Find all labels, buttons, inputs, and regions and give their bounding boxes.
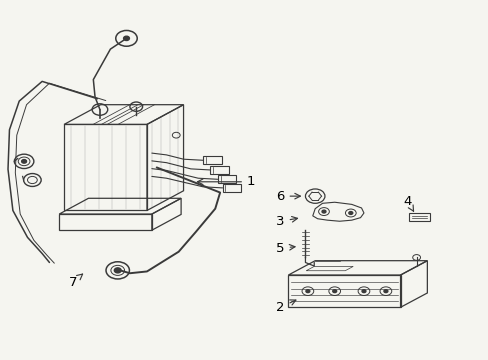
Text: 5: 5: [276, 242, 294, 255]
Circle shape: [114, 268, 121, 273]
Circle shape: [123, 36, 129, 41]
Circle shape: [332, 290, 336, 293]
Text: 6: 6: [276, 190, 300, 203]
Circle shape: [383, 290, 387, 293]
Circle shape: [361, 290, 365, 293]
Text: 3: 3: [276, 215, 297, 228]
Text: 7: 7: [68, 274, 82, 289]
Circle shape: [305, 290, 309, 293]
Text: 2: 2: [276, 300, 295, 314]
Circle shape: [322, 210, 325, 213]
Text: 4: 4: [403, 195, 413, 211]
Circle shape: [21, 159, 26, 163]
Circle shape: [348, 212, 352, 215]
Text: 1: 1: [197, 175, 255, 188]
